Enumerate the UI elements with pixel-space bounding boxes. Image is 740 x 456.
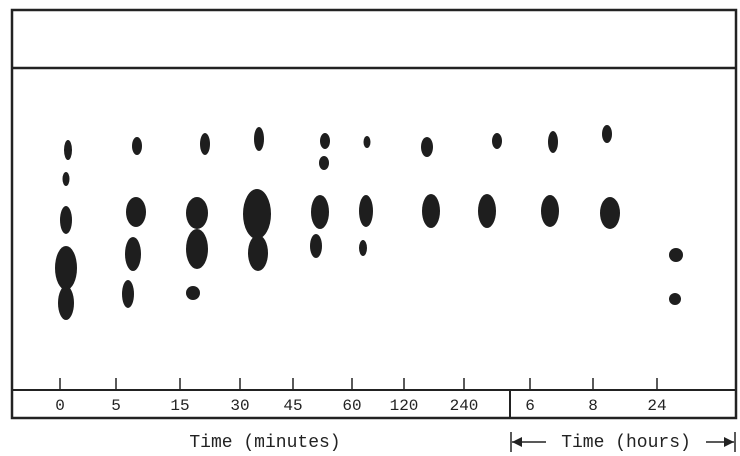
minutes-axis-label: Time (minutes) xyxy=(189,433,340,453)
spot xyxy=(310,234,322,258)
spots xyxy=(55,125,683,320)
lane-label: 0 xyxy=(55,397,65,415)
lane-label: 15 xyxy=(170,397,189,415)
spot xyxy=(359,240,367,256)
spot xyxy=(421,137,433,157)
spot xyxy=(364,136,371,148)
spot xyxy=(55,246,77,290)
spot xyxy=(541,195,559,227)
lane-label: 240 xyxy=(450,397,479,415)
figure: 05153045601202406824 Time ( xyxy=(0,0,740,456)
spot xyxy=(200,133,210,155)
spot xyxy=(58,286,74,320)
spot xyxy=(186,286,200,300)
spot xyxy=(548,131,558,153)
spot xyxy=(132,137,142,155)
spot xyxy=(125,237,141,271)
spot xyxy=(319,156,329,170)
arrow-head xyxy=(724,437,734,447)
lane-ticks: 0 5 15 30 45 60 120 240 6 8 24 xyxy=(55,378,666,415)
spot xyxy=(243,189,271,239)
lane-label: 24 xyxy=(647,397,666,415)
spot xyxy=(248,235,268,271)
hours-axis-label: Time (hours) xyxy=(561,433,691,453)
lane-label: 60 xyxy=(342,397,361,415)
spot xyxy=(602,125,612,143)
spot xyxy=(186,197,208,229)
lane-label: 120 xyxy=(390,397,419,415)
spot xyxy=(320,133,330,149)
spot xyxy=(492,133,502,149)
spot xyxy=(64,140,72,160)
spot xyxy=(63,172,70,186)
spot xyxy=(600,197,620,229)
lane-label: 45 xyxy=(283,397,302,415)
lane-label: 5 xyxy=(111,397,121,415)
lane-label: 6 xyxy=(525,397,535,415)
spot xyxy=(126,197,146,227)
lane-label: 30 xyxy=(230,397,249,415)
spot xyxy=(254,127,264,151)
frame xyxy=(12,10,736,418)
spot xyxy=(311,195,329,229)
spot xyxy=(478,194,496,228)
spot xyxy=(669,293,681,305)
spot xyxy=(422,194,440,228)
spot xyxy=(359,195,373,227)
spot xyxy=(186,229,208,269)
spot xyxy=(60,206,72,234)
spot xyxy=(122,280,134,308)
spot xyxy=(669,248,683,262)
arrow-head xyxy=(512,437,522,447)
lane-label: 8 xyxy=(588,397,598,415)
